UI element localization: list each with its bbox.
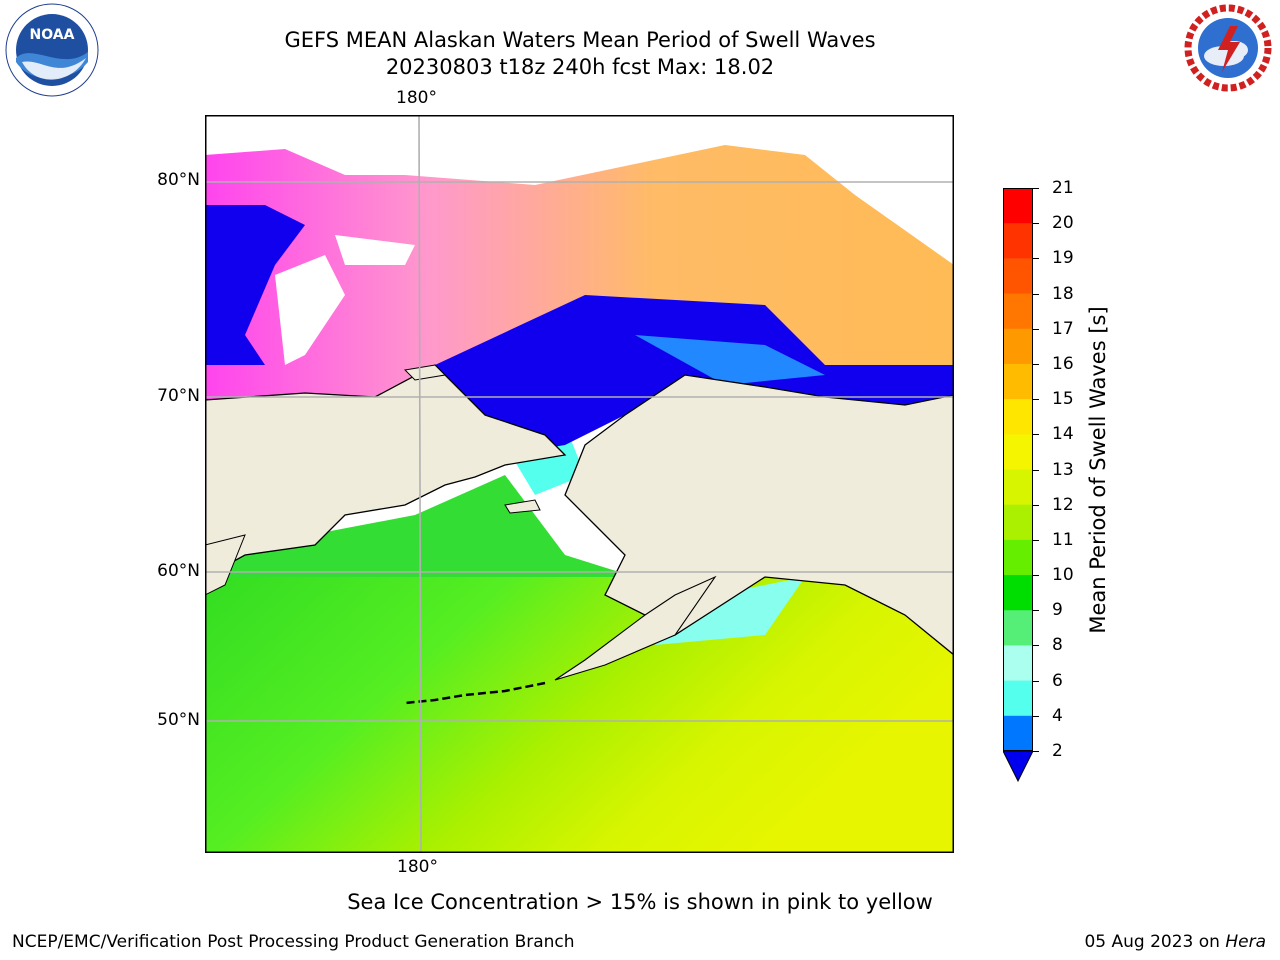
colorbar-tick-mark	[1033, 715, 1039, 717]
map-frame	[205, 115, 954, 853]
chart-subtitle: 20230803 t18z 240h fcst Max: 18.02	[385, 55, 775, 79]
colorbar-tick-mark	[1033, 328, 1039, 330]
gulf-shelf-field	[655, 577, 805, 645]
lat-label-50: 50°N	[157, 710, 200, 730]
st-lawrence-island	[504, 499, 541, 514]
colorbar-tick-label: 4	[1052, 705, 1063, 726]
noaa-logo-text: NOAA	[30, 27, 75, 43]
colorbar-tick-mark	[1033, 539, 1039, 541]
arctic-water-west	[205, 205, 305, 365]
colorbar-frame	[1003, 188, 1033, 751]
chart-title: GEFS MEAN Alaskan Waters Mean Period of …	[284, 28, 876, 52]
lat-label-80: 80°N	[157, 170, 200, 190]
colorbar-tick-mark	[1033, 399, 1039, 401]
gridline-180	[418, 115, 422, 853]
colorbar-tick-label: 19	[1052, 248, 1074, 269]
colorbar-tick-label: 8	[1052, 635, 1063, 656]
colorbar-tick-label: 9	[1052, 600, 1063, 621]
colorbar-tick-mark	[1033, 469, 1039, 471]
colorbar-tick-mark	[1033, 363, 1039, 365]
wrangel-island	[403, 364, 447, 381]
colorbar-tick-label: 20	[1052, 213, 1074, 234]
land-kamchatka	[205, 534, 246, 596]
footer-date: 05 Aug 2023 on Hera	[1084, 932, 1266, 952]
colorbar-tick-label: 15	[1052, 389, 1074, 410]
swell-period-map	[205, 115, 954, 853]
colorbar-band	[1003, 328, 1033, 365]
colorbar-tick-mark	[1033, 188, 1039, 189]
colorbar-tick-label: 13	[1052, 459, 1074, 480]
colorbar-band	[1003, 575, 1033, 611]
colorbar-band	[1003, 293, 1033, 330]
colorbar-extend-arrow	[1002, 750, 1034, 783]
pacific-ocean-field	[205, 577, 954, 853]
colorbar-tick-label: 21	[1052, 178, 1074, 198]
land-alaska	[564, 374, 954, 656]
colorbar-band	[1003, 610, 1033, 646]
colorbar-band	[1003, 258, 1033, 295]
colorbar-tick-mark	[1033, 575, 1039, 577]
lat-label-70: 70°N	[157, 386, 200, 406]
colorbar-tick-mark	[1033, 504, 1039, 506]
footer-branch: NCEP/EMC/Verification Post Processing Pr…	[12, 932, 575, 952]
colorbar-band	[1003, 680, 1033, 717]
lon-label-bottom: 180°	[397, 857, 438, 877]
noaa-logo: NOAA	[2, 2, 102, 102]
colorbar-tick-mark	[1033, 434, 1039, 436]
colorbar-tick-mark	[1033, 223, 1039, 225]
colorbar-tick-label: 2	[1052, 741, 1063, 761]
arctic-water-central	[435, 295, 954, 455]
arctic-water-light	[635, 335, 825, 385]
colorbar-band	[1003, 363, 1033, 400]
colorbar-band	[1003, 469, 1033, 506]
footer-host: Hera	[1225, 932, 1266, 952]
colorbar-tick-mark	[1033, 751, 1039, 752]
colorbar-band	[1003, 434, 1033, 470]
colorbar-band	[1003, 223, 1033, 259]
colorbar-tick-mark	[1033, 645, 1039, 647]
colorbar-band	[1003, 645, 1033, 682]
colorbar-tick-label: 18	[1052, 283, 1074, 304]
colorbar-tick-label: 12	[1052, 494, 1074, 515]
colorbar-tick-label: 17	[1052, 318, 1074, 339]
colorbar-tick-label: 10	[1052, 565, 1074, 586]
colorbar-tick-label: 14	[1052, 424, 1074, 445]
colorbar-tick-mark	[1033, 610, 1039, 612]
colorbar-tick-label: 11	[1052, 529, 1074, 550]
sea-ice-note: Sea Ice Concentration > 15% is shown in …	[347, 890, 933, 914]
land-siberia	[205, 364, 567, 578]
lon-label-top: 180°	[396, 88, 437, 108]
footer-date-text: 05 Aug 2023 on	[1084, 932, 1226, 952]
colorbar-band	[1003, 715, 1033, 751]
colorbar-tick-mark	[1033, 680, 1039, 682]
colorbar-band	[1003, 188, 1033, 224]
colorbar-tick-label: 16	[1052, 353, 1074, 374]
ice-gap	[335, 235, 415, 265]
ice-gap	[275, 255, 345, 365]
colorbar-band	[1003, 539, 1033, 576]
colorbar-tick-mark	[1033, 258, 1039, 260]
colorbar	[1002, 188, 1034, 783]
graticule	[205, 115, 954, 853]
colorbar-title: Mean Period of Swell Waves [s]	[1086, 306, 1110, 634]
colorbar-tick-label: 6	[1052, 670, 1063, 691]
colorbar-band	[1003, 504, 1033, 541]
colorbar-tick-mark	[1033, 293, 1039, 295]
aleutian-islands	[404, 681, 546, 705]
colorbar-band	[1003, 399, 1033, 435]
lat-label-60: 60°N	[157, 561, 200, 581]
alaska-peninsula	[554, 575, 717, 681]
nws-logo	[1178, 0, 1278, 100]
